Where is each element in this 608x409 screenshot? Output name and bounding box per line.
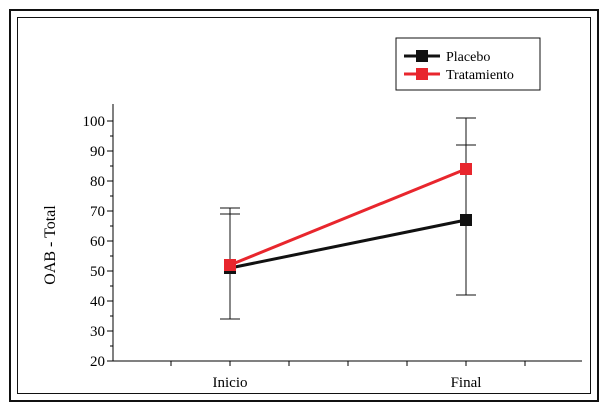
x-tick-label-inicio: Inicio xyxy=(213,375,248,391)
y-tick-label: 60 xyxy=(90,234,105,250)
y-tick-label: 70 xyxy=(90,204,105,220)
series-markers xyxy=(224,163,472,274)
legend-marker-placebo xyxy=(416,50,428,62)
y-tick-label: 100 xyxy=(83,114,106,130)
legend-label-placebo: Placebo xyxy=(446,50,490,65)
series-line-tratamiento xyxy=(229,167,467,267)
data-point-tratamiento xyxy=(460,163,472,175)
legend-marker-tratamiento xyxy=(416,68,428,80)
data-point-placebo xyxy=(460,214,472,226)
series-line-placebo xyxy=(229,218,467,270)
legend: Placebo Tratamiento xyxy=(395,37,541,91)
legend-box xyxy=(395,37,541,91)
series-lines xyxy=(229,167,467,270)
y-tick-label: 50 xyxy=(90,264,105,280)
y-tick-label: 30 xyxy=(90,324,105,340)
y-tick-label: 40 xyxy=(90,294,105,310)
y-tick-label: 80 xyxy=(90,174,105,190)
data-point-tratamiento xyxy=(224,259,236,271)
axes: 20 30 40 50 60 70 80 90 100 Inicio Final xyxy=(83,104,582,391)
y-tick-label: 90 xyxy=(90,144,105,160)
y-axis-title: OAB - Total xyxy=(42,205,59,285)
legend-label-tratamiento: Tratamiento xyxy=(446,68,514,83)
x-tick-label-final: Final xyxy=(451,375,482,391)
y-tick-label: 20 xyxy=(90,354,105,370)
